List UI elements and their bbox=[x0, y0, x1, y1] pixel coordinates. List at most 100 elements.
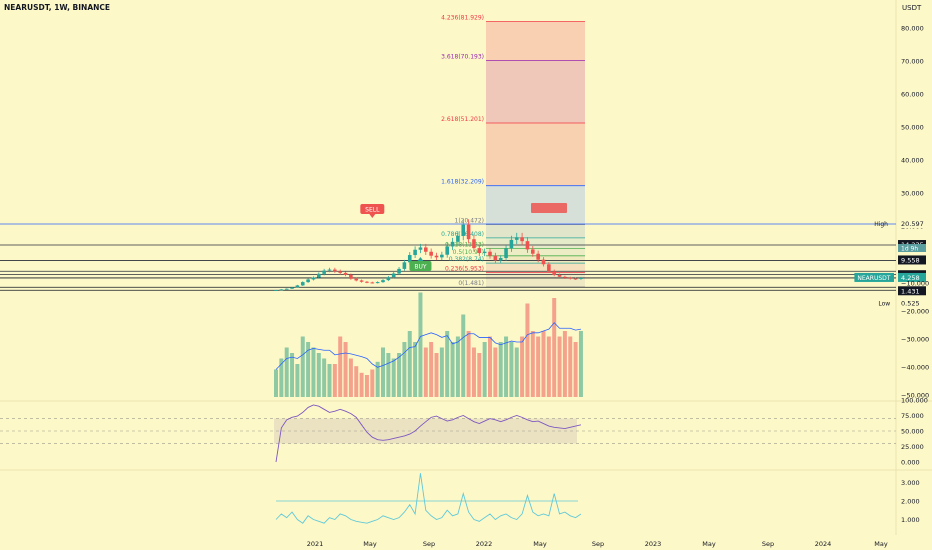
time-axis: 2021 May Sep 2022 May Sep 2023 May Sep 2024 May bbox=[307, 540, 888, 548]
volume-bar bbox=[311, 347, 316, 397]
candle-body bbox=[514, 237, 519, 240]
price-badge-value: 20.597 bbox=[901, 220, 924, 228]
countdown-label: 1d 9h bbox=[901, 246, 918, 253]
candle-body bbox=[391, 273, 396, 278]
volume-bar bbox=[557, 336, 562, 397]
volume-bar bbox=[348, 358, 353, 397]
candle-body bbox=[333, 269, 337, 272]
candle-body bbox=[461, 224, 466, 236]
fib-level-label: 3.618(70.193) bbox=[441, 53, 484, 60]
fib-level-label: 0.618(13.23) bbox=[445, 241, 484, 248]
price-axis-tick: 60.000 bbox=[901, 91, 924, 99]
volume-bar bbox=[578, 331, 583, 397]
candle-body bbox=[284, 288, 289, 290]
time-axis-tick: May bbox=[533, 540, 547, 548]
fib-level-label: 1.618(32.209) bbox=[441, 179, 484, 186]
candle-body bbox=[418, 247, 423, 250]
candle-body bbox=[375, 282, 380, 284]
candle-body bbox=[440, 254, 444, 258]
indicator-line bbox=[275, 473, 582, 524]
time-axis-tick: 2021 bbox=[307, 540, 324, 548]
fib-zone bbox=[486, 60, 585, 124]
indicator-axis-tick: 1.000 bbox=[901, 516, 920, 524]
price-axis-tick: 80.000 bbox=[901, 25, 924, 33]
volume-bar bbox=[300, 336, 305, 397]
candle-body bbox=[349, 274, 353, 279]
sell-signal-label: SELL bbox=[365, 207, 380, 214]
price-badge-name: High bbox=[874, 221, 888, 228]
volume-bar bbox=[407, 331, 412, 397]
rsi-axis-tick: 50.000 bbox=[901, 428, 924, 436]
volume-bar bbox=[381, 347, 385, 397]
volume-bar bbox=[338, 336, 343, 397]
candle-body bbox=[552, 271, 556, 275]
candle-body bbox=[359, 280, 364, 282]
candle-body bbox=[579, 277, 583, 279]
sell-zone-marker bbox=[531, 203, 567, 213]
price-badge-value: 1.431 bbox=[901, 287, 920, 295]
buy-signal-badge bbox=[409, 261, 432, 271]
candle-body bbox=[306, 279, 310, 283]
candle-body bbox=[434, 255, 439, 258]
indicator-axis-tick: 2.000 bbox=[901, 498, 920, 506]
volume-bar bbox=[316, 353, 321, 397]
fib-level-label: 4.236(81.929) bbox=[441, 15, 484, 22]
volume-bar bbox=[429, 342, 434, 397]
volume-bar bbox=[322, 358, 327, 397]
volume-bar bbox=[573, 342, 578, 397]
candle-body bbox=[311, 277, 316, 280]
price-badge-name-bg bbox=[854, 272, 894, 282]
candle-body bbox=[327, 269, 332, 271]
candle-body bbox=[520, 237, 524, 242]
candle-body bbox=[541, 259, 546, 265]
fib-level-label: 1(20.472) bbox=[455, 217, 485, 224]
volume-bar bbox=[477, 353, 482, 397]
candle-body bbox=[370, 282, 375, 284]
volume-bar bbox=[504, 336, 509, 397]
volume-bar bbox=[370, 369, 375, 397]
volume-bar bbox=[375, 361, 380, 397]
volume-bar bbox=[509, 342, 514, 397]
volume-bar bbox=[541, 331, 546, 397]
candle-body bbox=[472, 239, 476, 249]
time-axis-tick: Sep bbox=[592, 540, 604, 548]
price-axis-tick: 70.000 bbox=[901, 58, 924, 66]
price-badge-name: NEARUSDT bbox=[857, 275, 890, 282]
volume-axis-tick: −40.000 bbox=[901, 364, 929, 372]
candle-body bbox=[525, 241, 530, 250]
candle-body bbox=[563, 276, 567, 278]
candle-body bbox=[531, 249, 535, 254]
candle-body bbox=[365, 281, 369, 283]
candle-body bbox=[466, 224, 471, 240]
fib-zone bbox=[486, 255, 585, 264]
candle-body bbox=[407, 255, 412, 263]
volume-bar bbox=[423, 347, 428, 397]
volume-bar bbox=[568, 336, 573, 397]
price-axis-tick: 40.000 bbox=[901, 157, 924, 165]
price-badge-bg bbox=[898, 219, 926, 229]
fib-zone bbox=[486, 21, 585, 61]
time-axis-tick: May bbox=[874, 540, 888, 548]
trade-signals: SELL BUY bbox=[360, 203, 567, 271]
candle-body bbox=[386, 277, 391, 281]
volume-bar bbox=[455, 336, 460, 397]
candle-body bbox=[343, 272, 348, 275]
volume-bar bbox=[386, 353, 391, 397]
candle-body bbox=[279, 289, 284, 291]
volume-bar bbox=[562, 331, 567, 397]
volume-bar bbox=[471, 347, 476, 397]
volume-bar bbox=[482, 342, 487, 397]
time-axis-tick: May bbox=[702, 540, 716, 548]
fib-level-label: 2.618(51.201) bbox=[441, 116, 484, 123]
volume-bar bbox=[546, 336, 551, 397]
indicator-axis-tick: 3.000 bbox=[901, 479, 920, 487]
rsi-axis-tick: 100.000 bbox=[901, 397, 928, 405]
candle-body bbox=[557, 274, 562, 277]
candle-body bbox=[322, 270, 326, 274]
time-axis-tick: Sep bbox=[423, 540, 435, 548]
price-badge-name: Low bbox=[878, 300, 890, 307]
candle-body bbox=[445, 246, 449, 255]
volume-bar bbox=[525, 303, 530, 397]
